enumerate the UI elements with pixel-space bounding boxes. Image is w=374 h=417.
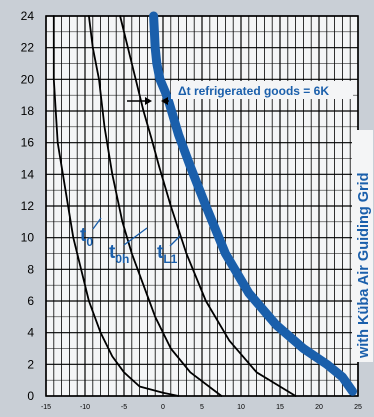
y-tick-label: 12 — [21, 199, 35, 213]
leader-t0 — [92, 217, 102, 230]
series-line-tL1 — [119, 15, 297, 397]
x-tick-label: 15 — [276, 404, 284, 411]
x-tick-label: -5 — [121, 404, 127, 411]
x-tick-label: -10 — [80, 404, 90, 411]
label-t0h-main: t — [109, 242, 116, 263]
y-tick-label: 24 — [21, 9, 35, 23]
delta-arrowhead-left — [145, 97, 152, 105]
x-tick-label: -15 — [41, 404, 51, 411]
y-tick-label: 2 — [27, 357, 34, 371]
y-tick-label: 6 — [27, 294, 34, 308]
label-tL1-sub: L1 — [163, 252, 177, 266]
x-tick-label: 20 — [315, 404, 323, 411]
grid — [45, 15, 359, 397]
label-tL1-main: t — [157, 242, 164, 263]
delta-label-box — [171, 81, 353, 99]
side-label: with Küba Air Guiding Grid — [356, 172, 372, 359]
delta-arrowhead-right — [161, 97, 168, 105]
y-tick-label: 10 — [21, 231, 35, 245]
label-t0-main: t — [80, 225, 87, 246]
label-t0h-sub: 0h — [115, 252, 129, 266]
label-t0: t0 — [80, 225, 93, 249]
label-t0-sub: 0 — [86, 235, 93, 249]
x-tick-label: 0 — [161, 404, 165, 411]
label-t0h: t0h — [109, 242, 129, 266]
y-tick-label: 8 — [27, 262, 34, 276]
y-tick-label: 18 — [21, 104, 35, 118]
y-tick-label: 4 — [27, 326, 34, 340]
leader-tL1 — [169, 235, 181, 247]
x-tick-label: 10 — [237, 404, 245, 411]
y-tick-label: 16 — [21, 136, 35, 150]
y-tick-label: 14 — [21, 167, 35, 181]
side-label-box — [352, 130, 373, 362]
annotation-layer: t0 t0h tL1 Δt refrigerated goods = 6K — [80, 81, 373, 362]
y-tick-label: 20 — [21, 72, 35, 86]
x-tick-label: 5 — [200, 404, 204, 411]
label-tL1: tL1 — [157, 242, 178, 266]
series-line-t0 — [52, 15, 180, 397]
delta-label: Δt refrigerated goods = 6K — [178, 84, 329, 98]
series-line-t0h — [88, 15, 223, 397]
series-layer — [52, 11, 357, 397]
y-tick-label: 0 — [27, 389, 34, 403]
series-line-product — [149, 11, 357, 396]
x-tick-label: 25 — [354, 404, 362, 411]
leader-t0h — [123, 227, 148, 246]
y-tick-label: 22 — [21, 41, 35, 55]
